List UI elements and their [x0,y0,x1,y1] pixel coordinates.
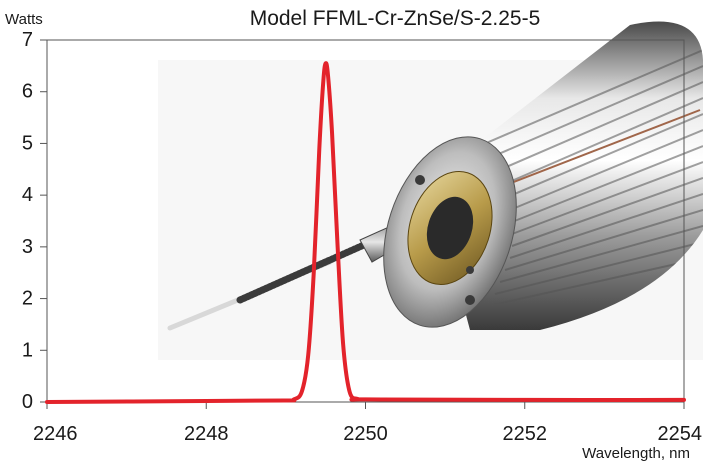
x-axis: 2246 2248 2250 2252 2254 [33,402,702,445]
y-tick-label: 1 [22,339,33,361]
y-tick-label: 2 [22,288,33,310]
x-tick-label: 2250 [343,423,388,445]
series-layer [45,61,686,404]
y-axis: 0 1 2 3 4 5 6 7 [22,29,47,413]
series-line [45,61,686,404]
chart-title: Model FFML-Cr-ZnSe/S-2.25-5 [250,7,541,30]
x-axis-title: Wavelength, nm [582,445,690,462]
x-tick-label: 2252 [503,423,548,445]
x-tick-label: 2246 [33,423,78,445]
y-tick-label: 7 [22,29,33,51]
y-tick-label: 5 [22,132,33,154]
laser-module-photo [158,21,703,360]
y-tick-label: 3 [22,236,33,258]
x-tick-label: 2248 [184,423,229,445]
x-tick-label: 2254 [658,423,703,445]
y-tick-label: 4 [22,184,33,206]
y-axis-title: Watts [5,11,43,28]
y-tick-label: 0 [22,391,33,413]
y-tick-label: 6 [22,81,33,103]
